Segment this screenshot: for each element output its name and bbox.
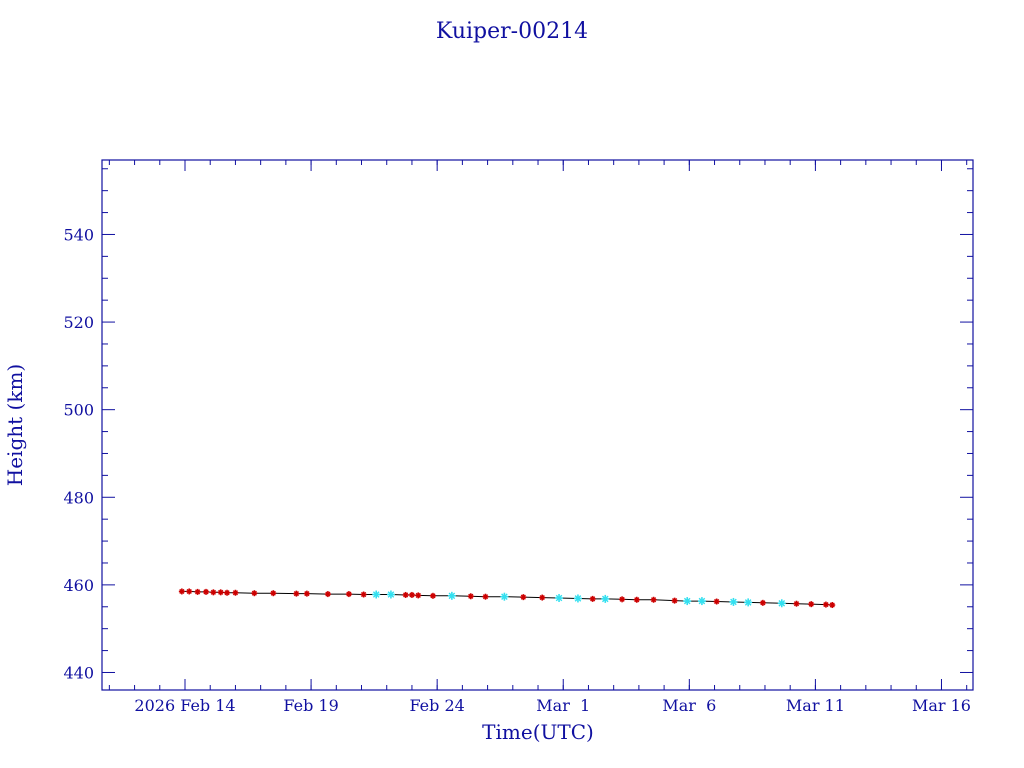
data-point	[232, 589, 239, 596]
data-point-highlighted	[372, 590, 381, 599]
data-point-highlighted	[573, 594, 582, 603]
data-point-highlighted	[729, 597, 738, 606]
x-tick-label: Feb 19	[283, 696, 338, 715]
y-tick-label: 500	[63, 401, 94, 420]
data-point-highlighted	[697, 597, 706, 606]
y-tick-labels: 440 460 480 500 520 540	[63, 225, 94, 682]
data-point	[759, 599, 766, 606]
data-point	[539, 594, 546, 601]
data-point-highlighted	[555, 594, 564, 603]
data-point	[324, 591, 331, 598]
series-line	[181, 590, 833, 606]
chart-title: Kuiper-00214	[436, 19, 588, 44]
x-tick-label: Mar 16	[912, 696, 971, 715]
data-point	[822, 601, 829, 608]
data-point-highlighted	[683, 597, 692, 606]
data-point	[619, 596, 626, 603]
x-tick-label: 2026 Feb 14	[134, 696, 235, 715]
data-point	[713, 598, 720, 605]
data-point	[467, 593, 474, 600]
data-point	[408, 591, 415, 598]
y-tick-label: 540	[63, 225, 94, 244]
data-point	[808, 601, 815, 608]
data-point	[224, 589, 231, 596]
data-point	[589, 595, 596, 602]
data-point-highlighted	[601, 594, 610, 603]
data-point-highlighted	[744, 598, 753, 607]
data-point-highlighted	[777, 599, 786, 608]
x-tick-labels: 2026 Feb 14 Feb 19 Feb 24 Mar 1 Mar 6 Mar 11 M…	[134, 696, 971, 715]
x-tick-label: Mar 6	[662, 696, 716, 715]
data-point	[829, 602, 836, 609]
x-tick-label: Mar 11	[786, 696, 845, 715]
data-point	[178, 588, 185, 595]
data-point-highlighted	[447, 591, 456, 600]
data-point	[293, 590, 300, 597]
y-tick-label: 460	[63, 576, 94, 595]
data-point	[217, 589, 224, 596]
data-point-highlighted	[500, 592, 509, 601]
data-point	[203, 588, 210, 595]
data-point-highlighted	[386, 590, 395, 599]
data-point	[429, 592, 436, 599]
x-axis-label: Time(UTC)	[482, 720, 594, 744]
data-point	[415, 592, 422, 599]
x-tick-label: Feb 24	[409, 696, 464, 715]
data-point	[186, 588, 193, 595]
y-axis-label: Height (km)	[3, 364, 27, 486]
data-point	[345, 591, 352, 598]
data-point	[251, 590, 258, 597]
axis-ticks	[102, 160, 973, 690]
data-point	[270, 590, 277, 597]
series-group	[178, 588, 836, 609]
data-point	[194, 588, 201, 595]
data-point	[633, 596, 640, 603]
data-point	[650, 596, 657, 603]
data-point	[671, 597, 678, 604]
y-tick-label: 520	[63, 313, 94, 332]
data-point	[360, 591, 367, 598]
x-tick-label: Mar 1	[536, 696, 590, 715]
data-point	[402, 591, 409, 598]
y-tick-label: 480	[63, 488, 94, 507]
y-tick-label: 440	[63, 663, 94, 682]
data-point	[210, 589, 217, 596]
plot-frame	[101, 159, 974, 691]
data-point	[482, 593, 489, 600]
data-point	[303, 590, 310, 597]
data-point	[793, 600, 800, 607]
data-point	[520, 594, 527, 601]
